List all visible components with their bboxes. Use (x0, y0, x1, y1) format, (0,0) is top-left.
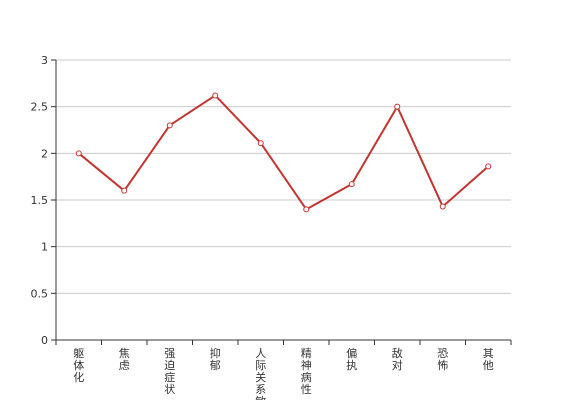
x-tick-label: 躯体化 (73, 347, 84, 384)
x-tick-label: 其他 (483, 347, 494, 372)
x-tick-label: 焦虑 (119, 347, 130, 372)
y-tick-label: 2 (41, 147, 48, 160)
data-point[interactable] (394, 103, 401, 110)
y-tick-label: 0.5 (31, 287, 49, 300)
series-layer (75, 92, 492, 213)
data-point[interactable] (348, 181, 355, 188)
data-point[interactable] (212, 92, 219, 99)
data-point[interactable] (485, 163, 492, 170)
data-point[interactable] (257, 140, 264, 147)
y-tick-label: 0 (41, 334, 48, 347)
grid-lines (56, 59, 511, 294)
x-tick-label: 敌对 (392, 346, 403, 372)
data-point[interactable] (166, 122, 173, 129)
data-point[interactable] (303, 206, 310, 213)
x-tick-label: 精神病性 (301, 347, 312, 396)
x-tick-label: 人际关系敏感 (255, 347, 266, 400)
y-tick-label: 1.5 (31, 194, 49, 207)
x-axis: 躯体化 焦虑 强迫症状 抑郁 人际关系敏感 精神病性 偏执 敌对 恐怖 其他 (55, 339, 512, 400)
x-tick-label: 强迫症状 (164, 347, 175, 396)
x-tick-label: 偏执 (346, 346, 357, 372)
y-tick-label: 3 (41, 54, 48, 67)
data-point[interactable] (121, 187, 128, 194)
data-point[interactable] (439, 203, 446, 210)
y-axis: 0 0.5 1 1.5 2 2.5 3 (31, 54, 57, 347)
y-tick-label: 1 (41, 241, 48, 254)
y-tick-label: 2.5 (31, 101, 49, 114)
x-tick-label: 抑郁 (210, 346, 221, 372)
data-point[interactable] (75, 150, 82, 157)
x-tick-label: 恐怖 (437, 347, 448, 372)
series-line (78, 94, 489, 211)
